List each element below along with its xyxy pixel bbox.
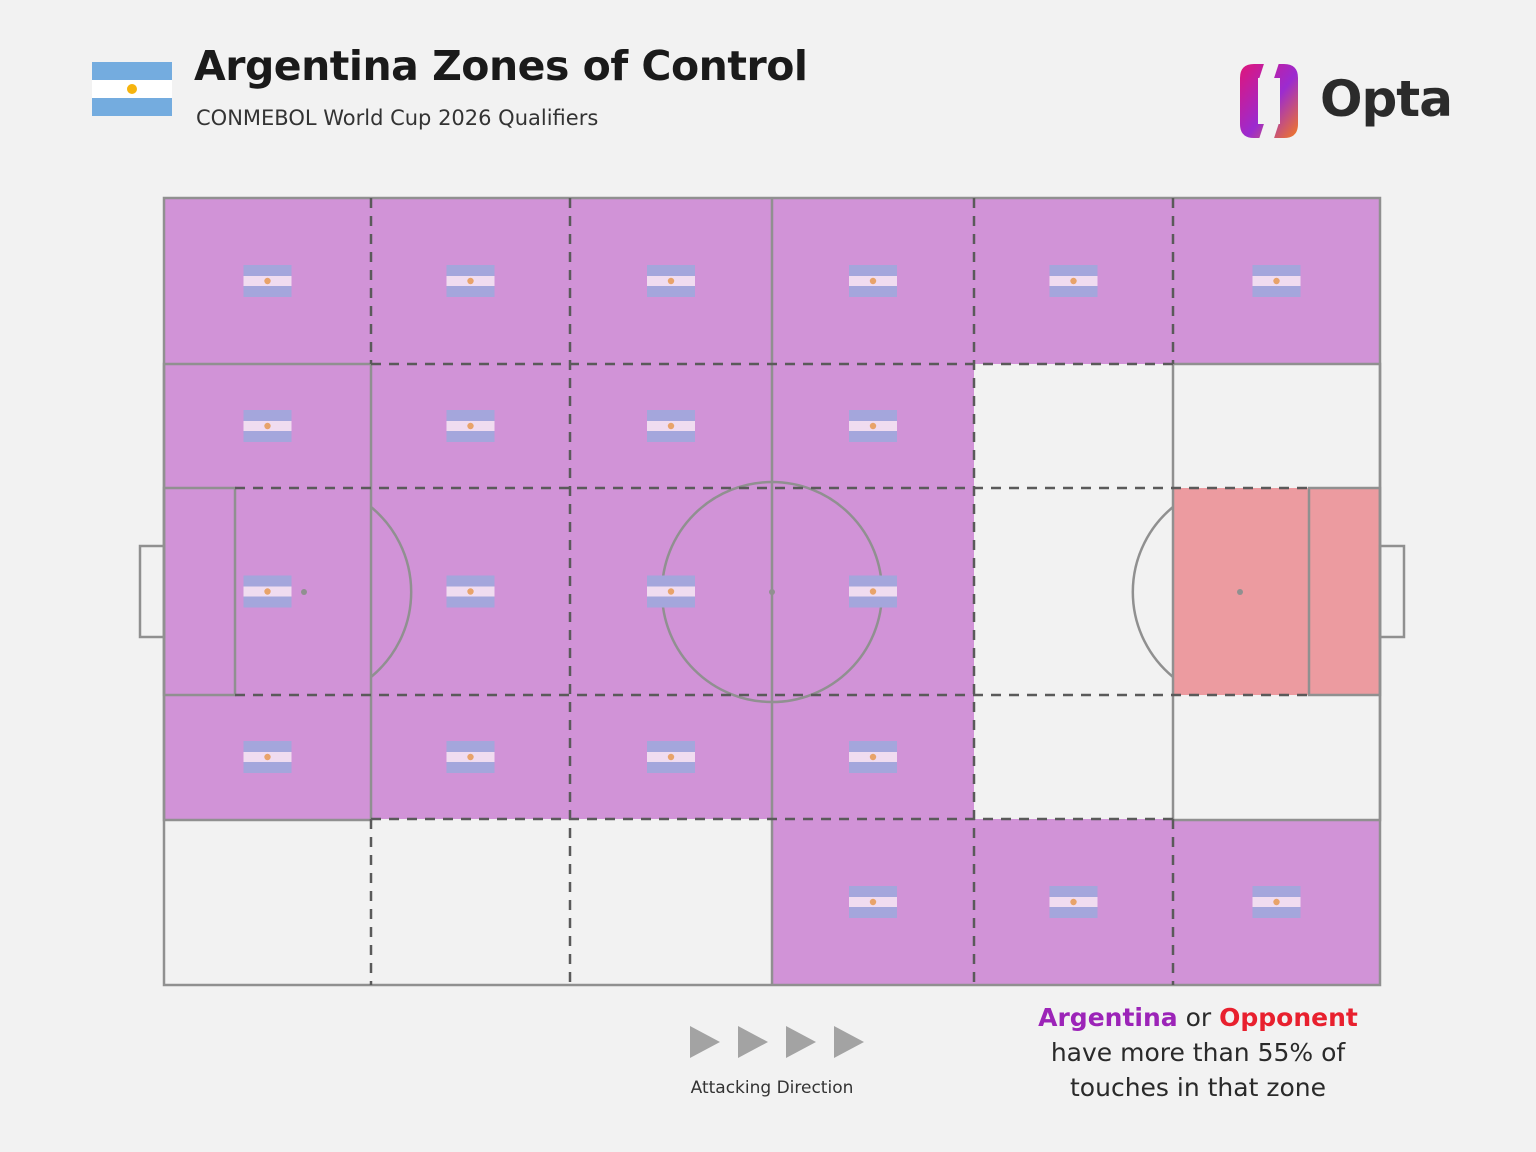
argentina-flag-icon — [1252, 265, 1301, 297]
zone-cell-r4-c5 — [974, 695, 1173, 819]
legend-line-1: Argentina or Opponent — [1010, 1000, 1386, 1035]
zone-cell-r5-c2 — [371, 819, 570, 985]
legend-line-2: have more than 55% of — [1050, 1038, 1346, 1067]
argentina-flag-icon — [243, 575, 292, 608]
play-arrow-icon — [738, 1026, 768, 1058]
opta-logo: Opta — [1234, 58, 1453, 146]
argentina-flag-icon — [243, 265, 292, 297]
left-goal — [138, 544, 166, 639]
argentina-flag-icon — [849, 575, 897, 608]
right-penalty-arc — [1131, 506, 1174, 678]
argentina-flag-icon — [849, 265, 897, 297]
argentina-flag-icon — [446, 575, 495, 608]
legend-opponent-label: Opponent — [1219, 1003, 1358, 1032]
attacking-direction-label: Attacking Direction — [690, 1078, 854, 1098]
zone-cell-r3-c6 — [1173, 488, 1380, 695]
right-penalty-spot — [1237, 589, 1243, 595]
zone-legend: Argentina or Opponent have more than 55%… — [1010, 1000, 1386, 1105]
play-arrow-icon — [690, 1026, 720, 1058]
zone-cell-r3-c5 — [974, 488, 1173, 695]
argentina-flag-icon — [446, 741, 495, 773]
opta-logo-icon — [1240, 58, 1298, 144]
argentina-flag-icon — [849, 741, 897, 773]
argentina-flag-icon — [446, 410, 495, 442]
left-penalty-arc — [370, 506, 413, 678]
argentina-flag-icon — [647, 410, 695, 442]
play-arrow-icon — [834, 1026, 864, 1058]
play-arrow-icon — [786, 1026, 816, 1058]
zone-cell-r5-c3 — [570, 819, 772, 985]
zone-cell-r2-c5 — [974, 364, 1173, 488]
argentina-flag-icon — [92, 62, 172, 116]
right-goal — [1378, 544, 1406, 639]
argentina-flag-icon — [849, 410, 897, 442]
argentina-flag-icon — [647, 575, 695, 608]
attacking-direction-arrows — [690, 1026, 864, 1058]
argentina-flag-icon — [1252, 886, 1301, 918]
page-title: Argentina Zones of Control — [194, 42, 808, 90]
opta-logo-text: Opta — [1320, 70, 1453, 128]
center-spot — [769, 589, 775, 595]
zone-cell-r2-c6 — [1173, 364, 1380, 488]
legend-or: or — [1185, 1003, 1212, 1032]
zone-cell-r4-c6 — [1173, 695, 1380, 819]
argentina-flag-icon — [243, 741, 292, 773]
legend-team-label: Argentina — [1038, 1003, 1178, 1032]
argentina-flag-icon — [647, 741, 695, 773]
left-penalty-spot — [301, 589, 307, 595]
page-subtitle: CONMEBOL World Cup 2026 Qualifiers — [196, 106, 599, 130]
argentina-flag-icon — [849, 886, 897, 918]
legend-line-3: touches in that zone — [1070, 1073, 1326, 1102]
argentina-flag-icon — [647, 265, 695, 297]
argentina-flag-icon — [1049, 886, 1098, 918]
argentina-flag-icon — [243, 410, 292, 442]
argentina-flag-icon — [446, 265, 495, 297]
zone-cell-r5-c1 — [164, 819, 371, 985]
argentina-flag-icon — [1049, 265, 1098, 297]
